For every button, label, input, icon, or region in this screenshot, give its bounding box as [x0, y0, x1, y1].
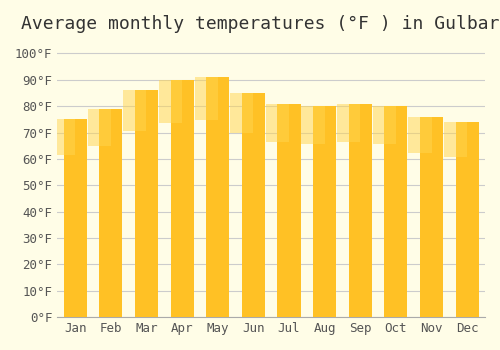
Bar: [242, 93, 265, 317]
Bar: [456, 122, 479, 317]
Bar: [64, 119, 87, 317]
Bar: [194, 77, 218, 120]
Bar: [170, 80, 194, 317]
Bar: [337, 104, 360, 142]
Bar: [313, 106, 336, 317]
Bar: [88, 109, 111, 146]
Bar: [420, 117, 443, 317]
Bar: [206, 77, 230, 317]
Bar: [408, 117, 432, 153]
Bar: [372, 106, 396, 144]
Bar: [266, 104, 289, 142]
Bar: [444, 122, 467, 157]
Bar: [348, 104, 372, 317]
Bar: [124, 90, 146, 131]
Title: Average monthly temperatures (°F ) in Gulbarga: Average monthly temperatures (°F ) in Gu…: [21, 15, 500, 33]
Bar: [99, 109, 122, 317]
Bar: [384, 106, 407, 317]
Bar: [302, 106, 324, 144]
Bar: [159, 80, 182, 122]
Bar: [278, 104, 300, 317]
Bar: [52, 119, 75, 155]
Bar: [230, 93, 254, 133]
Bar: [135, 90, 158, 317]
